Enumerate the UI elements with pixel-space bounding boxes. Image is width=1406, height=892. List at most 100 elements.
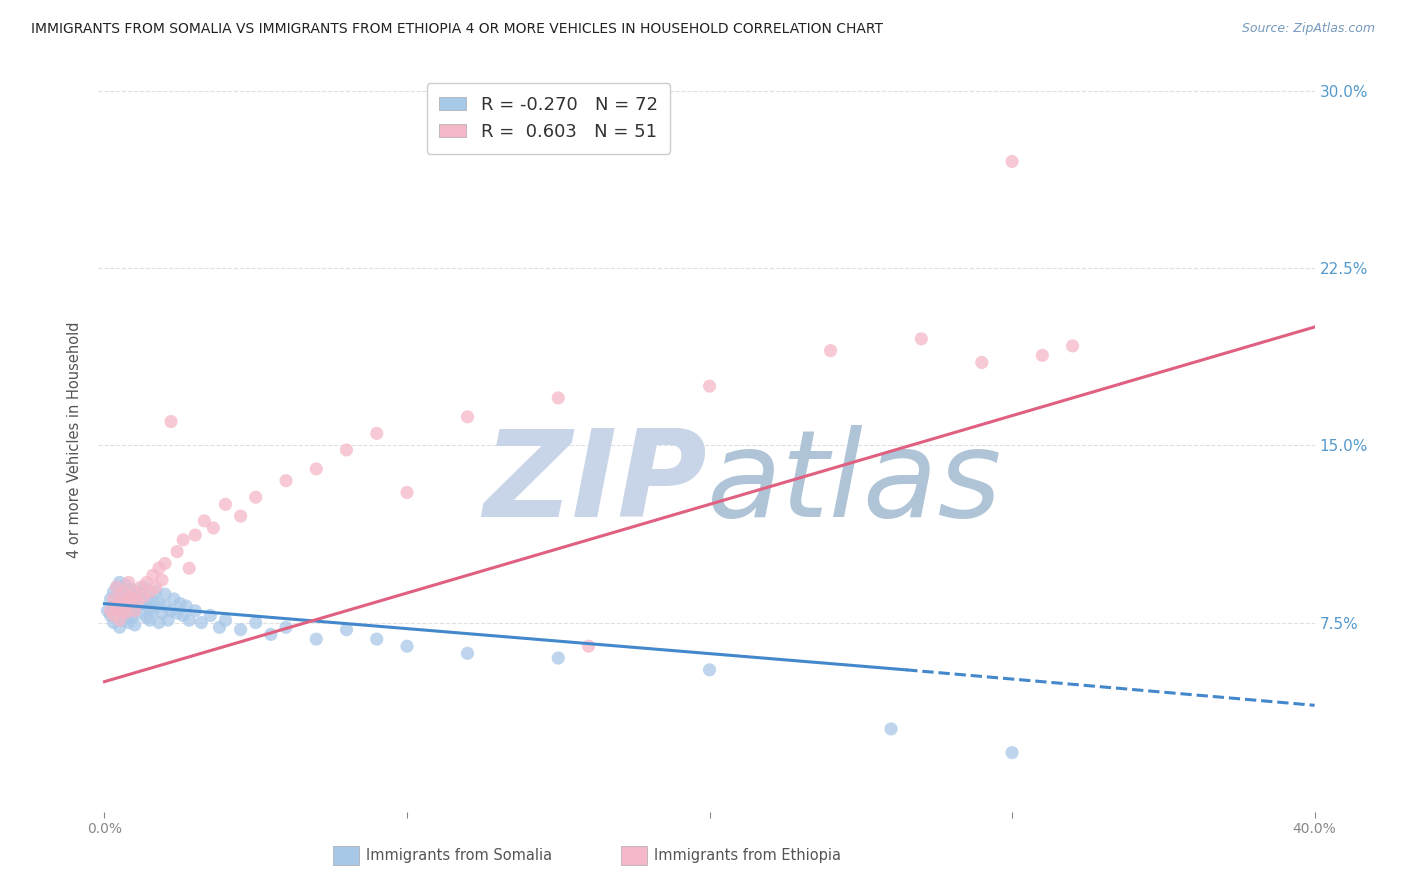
Point	[395, 485, 418, 500]
Point	[118, 587, 141, 601]
Point	[108, 575, 131, 590]
Point	[1062, 339, 1084, 353]
Point	[148, 561, 170, 575]
Point	[160, 415, 183, 429]
Text: Immigrants from Somalia: Immigrants from Somalia	[366, 848, 551, 863]
Point	[970, 355, 993, 369]
Point	[184, 528, 207, 542]
Point	[108, 620, 131, 634]
Point	[179, 561, 201, 575]
Point	[135, 611, 157, 625]
Point	[910, 332, 932, 346]
Point	[124, 584, 146, 599]
Point	[193, 514, 215, 528]
Point	[305, 632, 328, 646]
Point	[124, 591, 146, 606]
Point	[105, 611, 128, 625]
Point	[124, 604, 146, 618]
Point	[1001, 746, 1024, 760]
Point	[135, 591, 157, 606]
Point	[142, 594, 165, 608]
Point	[127, 594, 149, 608]
Point	[547, 391, 569, 405]
Point	[103, 608, 125, 623]
Point	[366, 632, 388, 646]
Point	[121, 611, 143, 625]
Point	[578, 639, 600, 653]
Point	[108, 613, 131, 627]
Point	[229, 623, 252, 637]
Point	[96, 604, 118, 618]
Point	[200, 608, 222, 623]
Point	[229, 509, 252, 524]
Point	[108, 594, 131, 608]
Point	[156, 613, 179, 627]
Point	[160, 604, 183, 618]
Point	[150, 573, 173, 587]
Point	[124, 604, 146, 618]
Point	[820, 343, 842, 358]
Point	[274, 474, 297, 488]
Point	[880, 722, 903, 736]
Point	[214, 613, 236, 627]
Y-axis label: 4 or more Vehicles in Household: 4 or more Vehicles in Household	[67, 321, 83, 558]
Point	[111, 584, 134, 599]
Point	[202, 521, 225, 535]
Point	[105, 599, 128, 613]
Point	[139, 613, 162, 627]
Point	[153, 599, 176, 613]
Point	[100, 608, 122, 623]
Point	[166, 606, 188, 620]
Point	[129, 606, 152, 620]
Point	[142, 604, 165, 618]
Point	[103, 591, 125, 606]
Point	[103, 599, 125, 613]
Legend: R = -0.270   N = 72, R =  0.603   N = 51: R = -0.270 N = 72, R = 0.603 N = 51	[426, 83, 671, 153]
Point	[1001, 154, 1024, 169]
Point	[174, 599, 197, 613]
Point	[103, 615, 125, 630]
Point	[127, 599, 149, 613]
Point	[108, 606, 131, 620]
Point	[114, 578, 136, 592]
Point	[335, 442, 357, 457]
Point	[172, 608, 194, 623]
Point	[114, 608, 136, 623]
Point	[132, 580, 155, 594]
Point	[395, 639, 418, 653]
Text: IMMIGRANTS FROM SOMALIA VS IMMIGRANTS FROM ETHIOPIA 4 OR MORE VEHICLES IN HOUSEH: IMMIGRANTS FROM SOMALIA VS IMMIGRANTS FR…	[31, 22, 883, 37]
Point	[118, 590, 141, 604]
Point	[190, 615, 212, 630]
Point	[148, 615, 170, 630]
Point	[699, 379, 721, 393]
Text: Immigrants from Ethiopia: Immigrants from Ethiopia	[654, 848, 841, 863]
Text: Source: ZipAtlas.com: Source: ZipAtlas.com	[1241, 22, 1375, 36]
Point	[148, 597, 170, 611]
Point	[335, 623, 357, 637]
Point	[172, 533, 194, 547]
Point	[366, 426, 388, 441]
Point	[166, 544, 188, 558]
Point	[245, 490, 267, 504]
Point	[145, 580, 167, 594]
Point	[457, 409, 479, 424]
Point	[142, 568, 165, 582]
Point	[274, 620, 297, 634]
Point	[114, 606, 136, 620]
Point	[305, 462, 328, 476]
Text: atlas: atlas	[707, 425, 1002, 542]
Point	[129, 580, 152, 594]
Point	[124, 618, 146, 632]
Point	[1031, 348, 1053, 362]
Point	[108, 591, 131, 606]
Point	[245, 615, 267, 630]
Point	[105, 580, 128, 594]
Point	[169, 597, 191, 611]
Point	[111, 590, 134, 604]
Point	[547, 651, 569, 665]
Point	[184, 604, 207, 618]
Point	[118, 599, 141, 613]
Point	[150, 606, 173, 620]
Point	[132, 597, 155, 611]
Point	[699, 663, 721, 677]
